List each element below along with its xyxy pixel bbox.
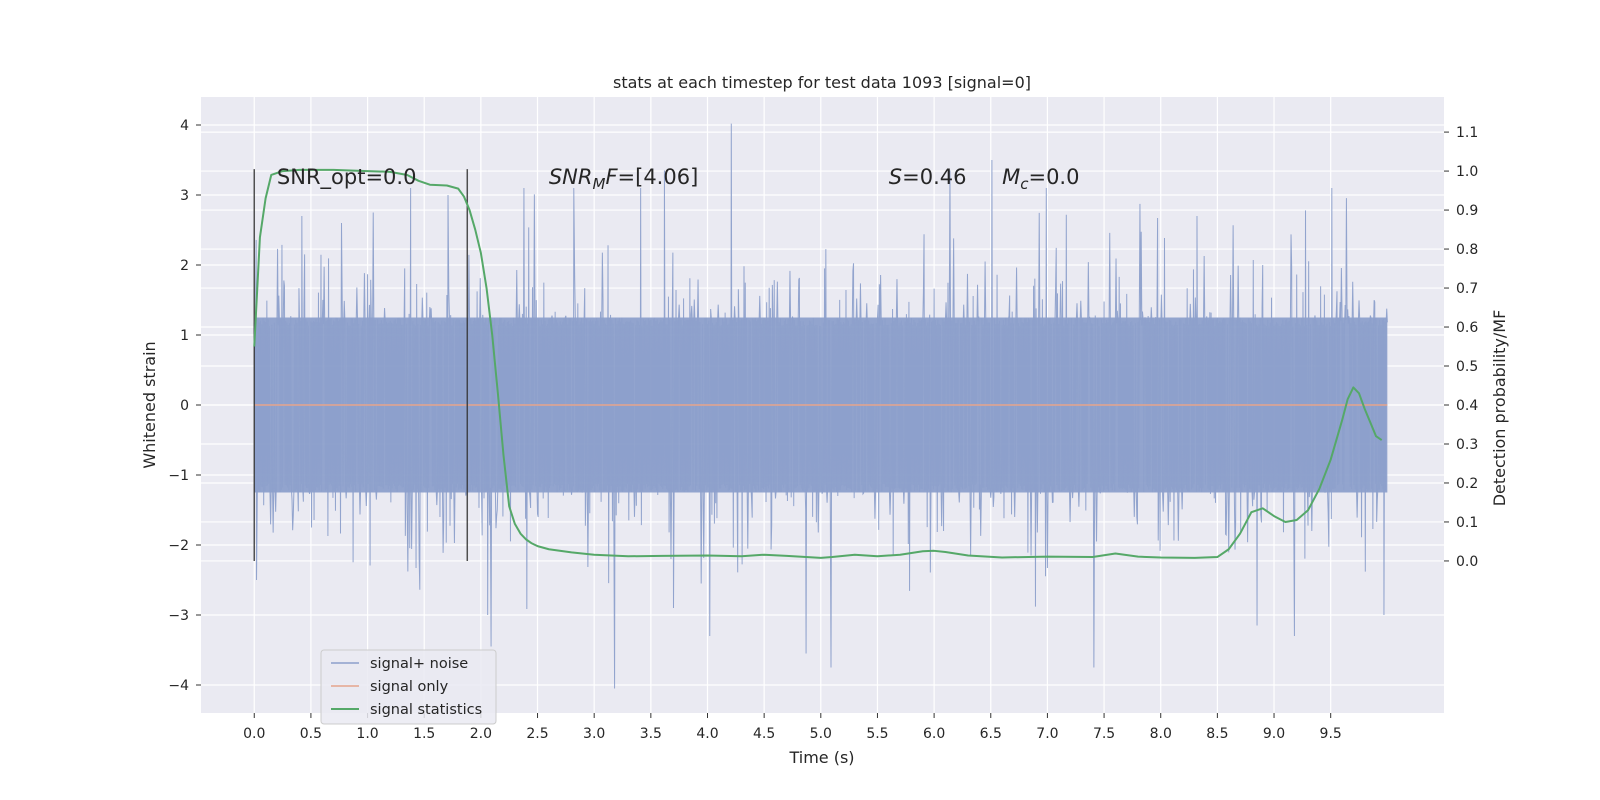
y-tick-labels: −4 −3 −2 −1 0 1 2 3 4 bbox=[168, 118, 201, 694]
signal-statistics-line bbox=[253, 168, 1383, 559]
y2-axis-label: Detection probability/MF bbox=[1490, 310, 1509, 507]
noise-trace bbox=[253, 123, 1388, 689]
legend-label-signal-only: signal only bbox=[370, 679, 449, 695]
x-tick-label: 9.5 bbox=[1320, 726, 1342, 742]
y2-tick-label: 0.2 bbox=[1456, 476, 1478, 492]
annotation-3: Mc=0.0 bbox=[1002, 165, 1079, 193]
annotation-2: S=0.46 bbox=[889, 165, 967, 189]
y-tick-label: 2 bbox=[180, 258, 189, 274]
x-tick-label: 5.0 bbox=[810, 726, 832, 742]
y2-tick-label: 0.1 bbox=[1456, 515, 1478, 531]
y2-tick-label: 0.3 bbox=[1456, 437, 1478, 453]
annotation-0: SNR_opt=0.0 bbox=[277, 165, 417, 190]
x-tick-label: 8.5 bbox=[1206, 726, 1228, 742]
legend-label-signal-statistics: signal statistics bbox=[370, 702, 482, 718]
annotations: SNR_opt=0.0 SNRMF=[4.06] S=0.46 Mc=0.0 bbox=[277, 165, 1080, 193]
series-signal-statistics bbox=[253, 168, 1383, 559]
y2-tick-label: 0.0 bbox=[1456, 554, 1478, 570]
x-axis-label: Time (s) bbox=[788, 748, 854, 767]
y2-tick-label: 0.6 bbox=[1456, 320, 1478, 336]
y2-tick-label: 0.7 bbox=[1456, 281, 1478, 297]
x-tick-label: 1.5 bbox=[413, 726, 435, 742]
y-tick-label: 0 bbox=[180, 398, 189, 414]
y-axis-label: Whitened strain bbox=[140, 341, 159, 468]
x-tick-label: 0.0 bbox=[243, 726, 265, 742]
legend-box bbox=[320, 649, 497, 725]
x-tick-label: 5.5 bbox=[866, 726, 888, 742]
y2-tick-label: 1.1 bbox=[1456, 125, 1478, 141]
y-tick-label: 1 bbox=[180, 328, 189, 344]
y2-tick-label: 0.8 bbox=[1456, 242, 1478, 258]
y-tick-label: 3 bbox=[180, 188, 189, 204]
x-tick-labels: 0.0 0.5 1.0 1.5 2.0 2.5 3.0 3.5 4.0 4.5 5.0 5.5 6.0 6… bbox=[243, 713, 1342, 742]
x-tick-label: 2.0 bbox=[470, 726, 492, 742]
x-tick-label: 1.0 bbox=[356, 726, 378, 742]
x-tick-label: 4.0 bbox=[696, 726, 718, 742]
x-tick-label: 6.5 bbox=[980, 726, 1002, 742]
y-tick-label: 4 bbox=[180, 118, 189, 134]
y-tick-label: −4 bbox=[168, 678, 189, 694]
y-tick-label: −1 bbox=[168, 468, 189, 484]
x-tick-label: 8.0 bbox=[1150, 726, 1172, 742]
y-tick-label: −2 bbox=[168, 538, 189, 554]
x-tick-label: 3.0 bbox=[583, 726, 605, 742]
x-tick-label: 9.0 bbox=[1263, 726, 1285, 742]
x-tick-label: 3.5 bbox=[640, 726, 662, 742]
y2-tick-label: 0.4 bbox=[1456, 398, 1478, 414]
y2-tick-label: 1.0 bbox=[1456, 164, 1478, 180]
chart-title: stats at each timestep for test data 109… bbox=[613, 73, 1031, 92]
x-tick-label: 7.5 bbox=[1093, 726, 1115, 742]
legend: signal+ noise signal only signal statist… bbox=[320, 649, 497, 725]
x-tick-label: 4.5 bbox=[753, 726, 775, 742]
y2-tick-label: 0.9 bbox=[1456, 203, 1478, 219]
x-tick-label: 2.5 bbox=[526, 726, 548, 742]
x-tick-label: 6.0 bbox=[923, 726, 945, 742]
x-tick-label: 0.5 bbox=[300, 726, 322, 742]
y2-tick-labels: 0.0 0.1 0.2 0.3 0.4 0.5 0.6 0.7 0.8 0.9 1.0 1.1 bbox=[1444, 125, 1478, 570]
vertical-markers bbox=[253, 169, 469, 561]
annotation-1: SNRMF=[4.06] bbox=[549, 165, 698, 193]
legend-label-signal-plus-noise: signal+ noise bbox=[370, 656, 468, 672]
x-tick-label: 7.0 bbox=[1036, 726, 1058, 742]
y-tick-label: −3 bbox=[168, 608, 189, 624]
y2-tick-label: 0.5 bbox=[1456, 359, 1478, 375]
